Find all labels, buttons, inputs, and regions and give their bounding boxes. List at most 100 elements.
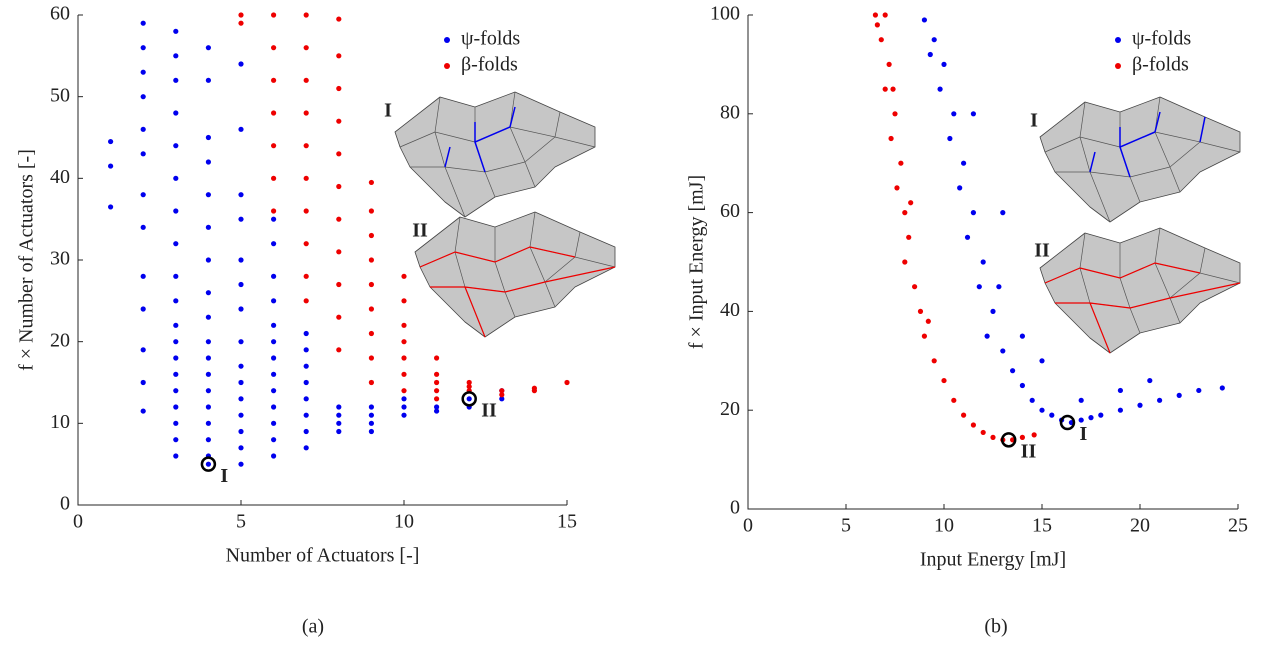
scatter-point xyxy=(303,428,309,435)
annotation-label: I xyxy=(1079,423,1087,445)
caption: (b) xyxy=(984,616,1007,638)
scatter-point xyxy=(1029,397,1035,403)
scatter-point xyxy=(238,461,244,467)
scatter-point xyxy=(970,210,977,216)
highlight-marker xyxy=(200,456,217,472)
scatter-point xyxy=(173,208,179,214)
x-tick-label: 15 xyxy=(557,511,577,533)
scatter-point xyxy=(970,422,977,428)
scatter-point xyxy=(401,339,407,345)
scatter-point xyxy=(921,17,928,23)
scatter-point xyxy=(173,371,179,377)
x-axis-label: Number of Actuators [-] xyxy=(226,545,420,567)
scatter-point xyxy=(173,437,179,443)
y-tick-label: 60 xyxy=(50,3,70,25)
scatter-point xyxy=(303,143,309,149)
highlight-marker xyxy=(461,391,477,407)
scatter-point xyxy=(303,298,309,304)
scatter-point xyxy=(898,160,904,166)
scatter-point xyxy=(434,404,440,410)
scatter-point xyxy=(173,404,179,410)
scatter-point xyxy=(303,445,309,451)
scatter-point xyxy=(205,290,211,296)
scatter-point xyxy=(368,281,374,288)
scatter-point xyxy=(925,318,931,324)
legend-marker xyxy=(444,37,450,43)
scatter-point xyxy=(173,339,179,345)
scatter-point xyxy=(401,371,407,377)
y-tick-label: 50 xyxy=(50,84,70,106)
origami-inset xyxy=(1039,227,1241,354)
scatter-point xyxy=(336,16,342,22)
scatter-point xyxy=(874,22,880,28)
scatter-point xyxy=(882,86,888,92)
scatter-point xyxy=(336,428,342,435)
legend-marker xyxy=(444,63,450,69)
scatter-point xyxy=(892,111,898,117)
x-tick-label: 5 xyxy=(841,515,851,537)
y-tick-label: 60 xyxy=(720,200,740,222)
scatter-point xyxy=(1157,397,1163,403)
scatter-point xyxy=(1219,385,1225,391)
x-tick-label: 20 xyxy=(1130,515,1150,537)
scatter-point xyxy=(336,314,342,320)
scatter-point xyxy=(931,37,937,43)
scatter-point xyxy=(205,159,211,165)
legend-label: ψ-folds xyxy=(461,28,520,50)
scatter-point xyxy=(173,53,179,59)
scatter-point xyxy=(368,412,374,418)
scatter-point xyxy=(401,404,407,410)
scatter-point xyxy=(303,45,309,51)
scatter-point xyxy=(140,306,146,312)
scatter-point xyxy=(980,429,986,436)
scatter-point xyxy=(976,284,982,290)
legend-label: ψ-folds xyxy=(1132,28,1191,50)
scatter-point xyxy=(434,408,440,414)
scatter-point xyxy=(961,412,967,418)
scatter-point xyxy=(108,138,114,145)
scatter-point xyxy=(401,322,407,328)
scatter-point xyxy=(303,412,309,418)
scatter-point xyxy=(951,397,957,403)
scatter-point xyxy=(205,45,211,51)
scatter-point xyxy=(271,355,277,361)
scatter-point xyxy=(336,249,342,255)
scatter-point xyxy=(140,94,146,100)
legend-label: β-folds xyxy=(461,54,518,76)
scatter-point xyxy=(368,232,374,239)
scatter-point xyxy=(238,412,244,418)
scatter-point xyxy=(368,208,374,214)
scatter-point xyxy=(173,175,179,181)
x-axis-label: Input Energy [mJ] xyxy=(920,549,1066,571)
scatter-point xyxy=(888,135,894,142)
scatter-point xyxy=(1098,412,1104,418)
scatter-point xyxy=(205,257,211,263)
scatter-point xyxy=(271,371,277,377)
scatter-point xyxy=(921,333,928,339)
scatter-point xyxy=(238,363,244,369)
scatter-point xyxy=(951,111,957,117)
scatter-point xyxy=(368,306,374,312)
scatter-point xyxy=(271,453,277,459)
scatter-point xyxy=(1196,387,1202,394)
y-axis-label: f × Number of Actuators [-] xyxy=(16,149,38,371)
inset-label: II xyxy=(412,220,428,242)
scatter-point xyxy=(173,143,179,149)
scatter-point xyxy=(108,163,114,169)
scatter-point xyxy=(466,383,472,390)
y-tick-label: 40 xyxy=(720,299,740,321)
scatter-point xyxy=(303,175,309,181)
scatter-point xyxy=(1019,382,1025,389)
scatter-point xyxy=(984,333,990,339)
scatter-point xyxy=(238,12,244,18)
scatter-point xyxy=(336,420,342,426)
y-tick-label: 10 xyxy=(50,411,70,433)
y-tick-label: 0 xyxy=(730,497,740,519)
scatter-point xyxy=(140,408,146,414)
scatter-point xyxy=(1039,407,1045,413)
scatter-point xyxy=(336,216,342,222)
scatter-point xyxy=(1010,368,1016,374)
scatter-point xyxy=(140,224,146,230)
scatter-point xyxy=(205,192,211,198)
